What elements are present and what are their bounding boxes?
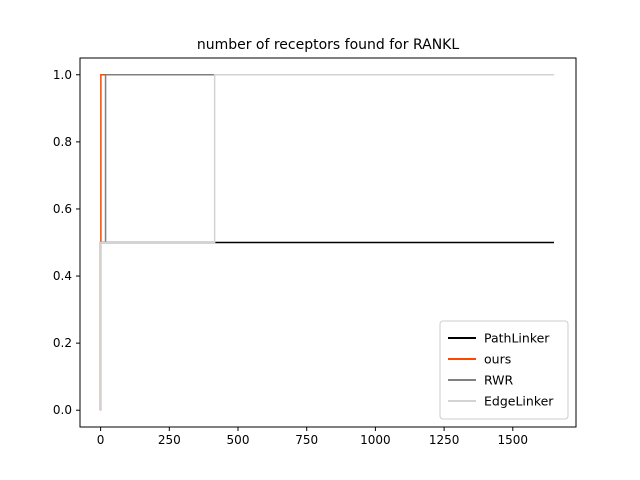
y-tick-label: 0.0	[53, 403, 72, 417]
x-tick-label: 250	[158, 433, 181, 447]
legend-label-ours: ours	[484, 352, 511, 367]
x-tick-label: 0	[97, 433, 105, 447]
x-tick-label: 1250	[429, 433, 460, 447]
x-tick-label: 500	[227, 433, 250, 447]
y-tick-label: 1.0	[53, 68, 72, 82]
x-axis: 0 250 500 750 1000 1250 1500	[97, 427, 528, 447]
series-line-edgelinker	[99, 74, 555, 411]
y-tick-label: 0.8	[53, 135, 72, 149]
x-tick-label: 1500	[498, 433, 529, 447]
legend-label-edgelinker: EdgeLinker	[484, 394, 554, 409]
y-tick-label: 0.4	[53, 269, 72, 283]
legend-label-rwr: RWR	[484, 373, 514, 388]
legend-box	[439, 320, 569, 420]
series-layer	[99, 74, 555, 411]
legend-label-pathlinker: PathLinker	[484, 331, 550, 346]
legend: PathLinker ours RWR EdgeLinker	[439, 320, 569, 420]
x-tick-label: 750	[295, 433, 318, 447]
y-axis: 0.0 0.2 0.4 0.6 0.8 1.0	[53, 68, 80, 417]
x-tick-label: 1000	[360, 433, 391, 447]
plot-frame	[79, 57, 577, 428]
y-tick-label: 0.6	[53, 202, 72, 216]
y-tick-label: 0.2	[53, 336, 72, 350]
chart-title: number of receptors found for RANKL	[197, 37, 460, 53]
